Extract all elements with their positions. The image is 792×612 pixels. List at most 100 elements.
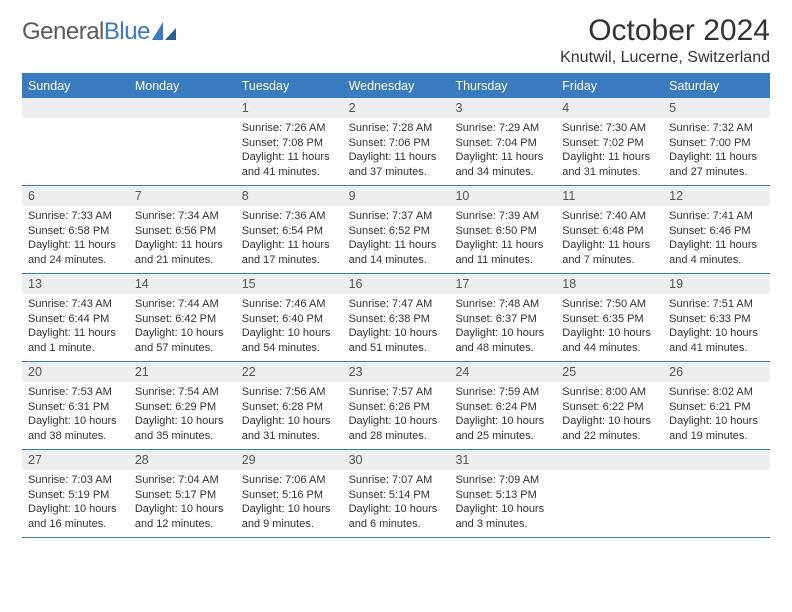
day-number: 8 [236, 186, 343, 206]
day-cell [556, 470, 663, 537]
sunset-text: Sunset: 7:00 PM [669, 136, 764, 151]
sunrise-text: Sunrise: 7:48 AM [455, 297, 550, 312]
day-cell: Sunrise: 7:34 AMSunset: 6:56 PMDaylight:… [129, 206, 236, 273]
sunset-text: Sunset: 6:40 PM [242, 312, 337, 327]
page-header: GeneralBlue October 2024 Knutwil, Lucern… [22, 14, 770, 67]
dow-friday: Friday [556, 75, 663, 98]
sunset-text: Sunset: 6:33 PM [669, 312, 764, 327]
sunset-text: Sunset: 6:26 PM [349, 400, 444, 415]
day-cell: Sunrise: 7:36 AMSunset: 6:54 PMDaylight:… [236, 206, 343, 273]
day-cell: Sunrise: 7:04 AMSunset: 5:17 PMDaylight:… [129, 470, 236, 537]
week-row: 12345Sunrise: 7:26 AMSunset: 7:08 PMDayl… [22, 98, 770, 186]
day-number: 12 [663, 186, 770, 206]
daylight-text: Daylight: 11 hours and 24 minutes. [28, 238, 123, 267]
sunset-text: Sunset: 6:21 PM [669, 400, 764, 415]
day-cell: Sunrise: 7:09 AMSunset: 5:13 PMDaylight:… [449, 470, 556, 537]
day-cell: Sunrise: 7:44 AMSunset: 6:42 PMDaylight:… [129, 294, 236, 361]
brand-general: General [22, 18, 104, 46]
day-number [22, 98, 129, 118]
day-number: 7 [129, 186, 236, 206]
sunrise-text: Sunrise: 7:36 AM [242, 209, 337, 224]
sunset-text: Sunset: 6:56 PM [135, 224, 230, 239]
day-cell: Sunrise: 7:40 AMSunset: 6:48 PMDaylight:… [556, 206, 663, 273]
sunrise-text: Sunrise: 7:32 AM [669, 121, 764, 136]
dow-sunday: Sunday [22, 75, 129, 98]
dow-monday: Monday [129, 75, 236, 98]
sunset-text: Sunset: 6:58 PM [28, 224, 123, 239]
day-cell: Sunrise: 7:53 AMSunset: 6:31 PMDaylight:… [22, 382, 129, 449]
calendar-grid: SundayMondayTuesdayWednesdayThursdayFrid… [22, 73, 770, 538]
daylight-text: Daylight: 10 hours and 3 minutes. [455, 502, 550, 531]
day-number: 16 [343, 274, 450, 294]
day-cell: Sunrise: 7:57 AMSunset: 6:26 PMDaylight:… [343, 382, 450, 449]
sunset-text: Sunset: 5:14 PM [349, 488, 444, 503]
day-number: 21 [129, 362, 236, 382]
day-number: 4 [556, 98, 663, 118]
sunrise-text: Sunrise: 7:34 AM [135, 209, 230, 224]
day-cell: Sunrise: 7:50 AMSunset: 6:35 PMDaylight:… [556, 294, 663, 361]
sunrise-text: Sunrise: 7:03 AM [28, 473, 123, 488]
sunset-text: Sunset: 6:38 PM [349, 312, 444, 327]
day-cell: Sunrise: 7:29 AMSunset: 7:04 PMDaylight:… [449, 118, 556, 185]
sunrise-text: Sunrise: 7:29 AM [455, 121, 550, 136]
daylight-text: Daylight: 10 hours and 19 minutes. [669, 414, 764, 443]
location-label: Knutwil, Lucerne, Switzerland [560, 49, 770, 67]
week-row: 13141516171819Sunrise: 7:43 AMSunset: 6:… [22, 274, 770, 362]
sunrise-text: Sunrise: 7:07 AM [349, 473, 444, 488]
day-body-row: Sunrise: 7:33 AMSunset: 6:58 PMDaylight:… [22, 206, 770, 273]
daylight-text: Daylight: 10 hours and 25 minutes. [455, 414, 550, 443]
daylight-text: Daylight: 11 hours and 1 minute. [28, 326, 123, 355]
sunrise-text: Sunrise: 7:04 AM [135, 473, 230, 488]
day-number: 14 [129, 274, 236, 294]
daylight-text: Daylight: 10 hours and 28 minutes. [349, 414, 444, 443]
day-cell: Sunrise: 7:46 AMSunset: 6:40 PMDaylight:… [236, 294, 343, 361]
daylight-text: Daylight: 11 hours and 37 minutes. [349, 150, 444, 179]
sunset-text: Sunset: 6:46 PM [669, 224, 764, 239]
daylight-text: Daylight: 10 hours and 22 minutes. [562, 414, 657, 443]
sunrise-text: Sunrise: 8:00 AM [562, 385, 657, 400]
daylight-text: Daylight: 11 hours and 41 minutes. [242, 150, 337, 179]
sunrise-text: Sunrise: 7:37 AM [349, 209, 444, 224]
sunrise-text: Sunrise: 7:30 AM [562, 121, 657, 136]
day-of-week-row: SundayMondayTuesdayWednesdayThursdayFrid… [22, 75, 770, 98]
month-title: October 2024 [560, 14, 770, 47]
sunset-text: Sunset: 5:13 PM [455, 488, 550, 503]
daylight-text: Daylight: 11 hours and 21 minutes. [135, 238, 230, 267]
day-cell: Sunrise: 7:37 AMSunset: 6:52 PMDaylight:… [343, 206, 450, 273]
day-number: 13 [22, 274, 129, 294]
sunset-text: Sunset: 6:28 PM [242, 400, 337, 415]
sunset-text: Sunset: 6:50 PM [455, 224, 550, 239]
daylight-text: Daylight: 11 hours and 4 minutes. [669, 238, 764, 267]
day-number [556, 450, 663, 470]
sunset-text: Sunset: 7:06 PM [349, 136, 444, 151]
daylight-text: Daylight: 10 hours and 57 minutes. [135, 326, 230, 355]
daylight-text: Daylight: 10 hours and 6 minutes. [349, 502, 444, 531]
sunset-text: Sunset: 6:54 PM [242, 224, 337, 239]
brand-blue: Blue [104, 18, 150, 46]
day-cell: Sunrise: 7:28 AMSunset: 7:06 PMDaylight:… [343, 118, 450, 185]
day-number: 17 [449, 274, 556, 294]
sunrise-text: Sunrise: 7:09 AM [455, 473, 550, 488]
day-number: 30 [343, 450, 450, 470]
sunrise-text: Sunrise: 7:39 AM [455, 209, 550, 224]
daylight-text: Daylight: 11 hours and 34 minutes. [455, 150, 550, 179]
day-cell [663, 470, 770, 537]
sunrise-text: Sunrise: 7:57 AM [349, 385, 444, 400]
day-number: 25 [556, 362, 663, 382]
sunset-text: Sunset: 6:42 PM [135, 312, 230, 327]
sunrise-text: Sunrise: 7:43 AM [28, 297, 123, 312]
day-number: 31 [449, 450, 556, 470]
sunrise-text: Sunrise: 7:50 AM [562, 297, 657, 312]
sunset-text: Sunset: 5:17 PM [135, 488, 230, 503]
day-number: 15 [236, 274, 343, 294]
daylight-text: Daylight: 11 hours and 31 minutes. [562, 150, 657, 179]
sunrise-text: Sunrise: 7:56 AM [242, 385, 337, 400]
day-cell: Sunrise: 7:30 AMSunset: 7:02 PMDaylight:… [556, 118, 663, 185]
sunrise-text: Sunrise: 7:33 AM [28, 209, 123, 224]
sunrise-text: Sunrise: 7:44 AM [135, 297, 230, 312]
day-number: 2 [343, 98, 450, 118]
day-number [129, 98, 236, 118]
sunset-text: Sunset: 7:02 PM [562, 136, 657, 151]
daylight-text: Daylight: 10 hours and 16 minutes. [28, 502, 123, 531]
day-number: 18 [556, 274, 663, 294]
